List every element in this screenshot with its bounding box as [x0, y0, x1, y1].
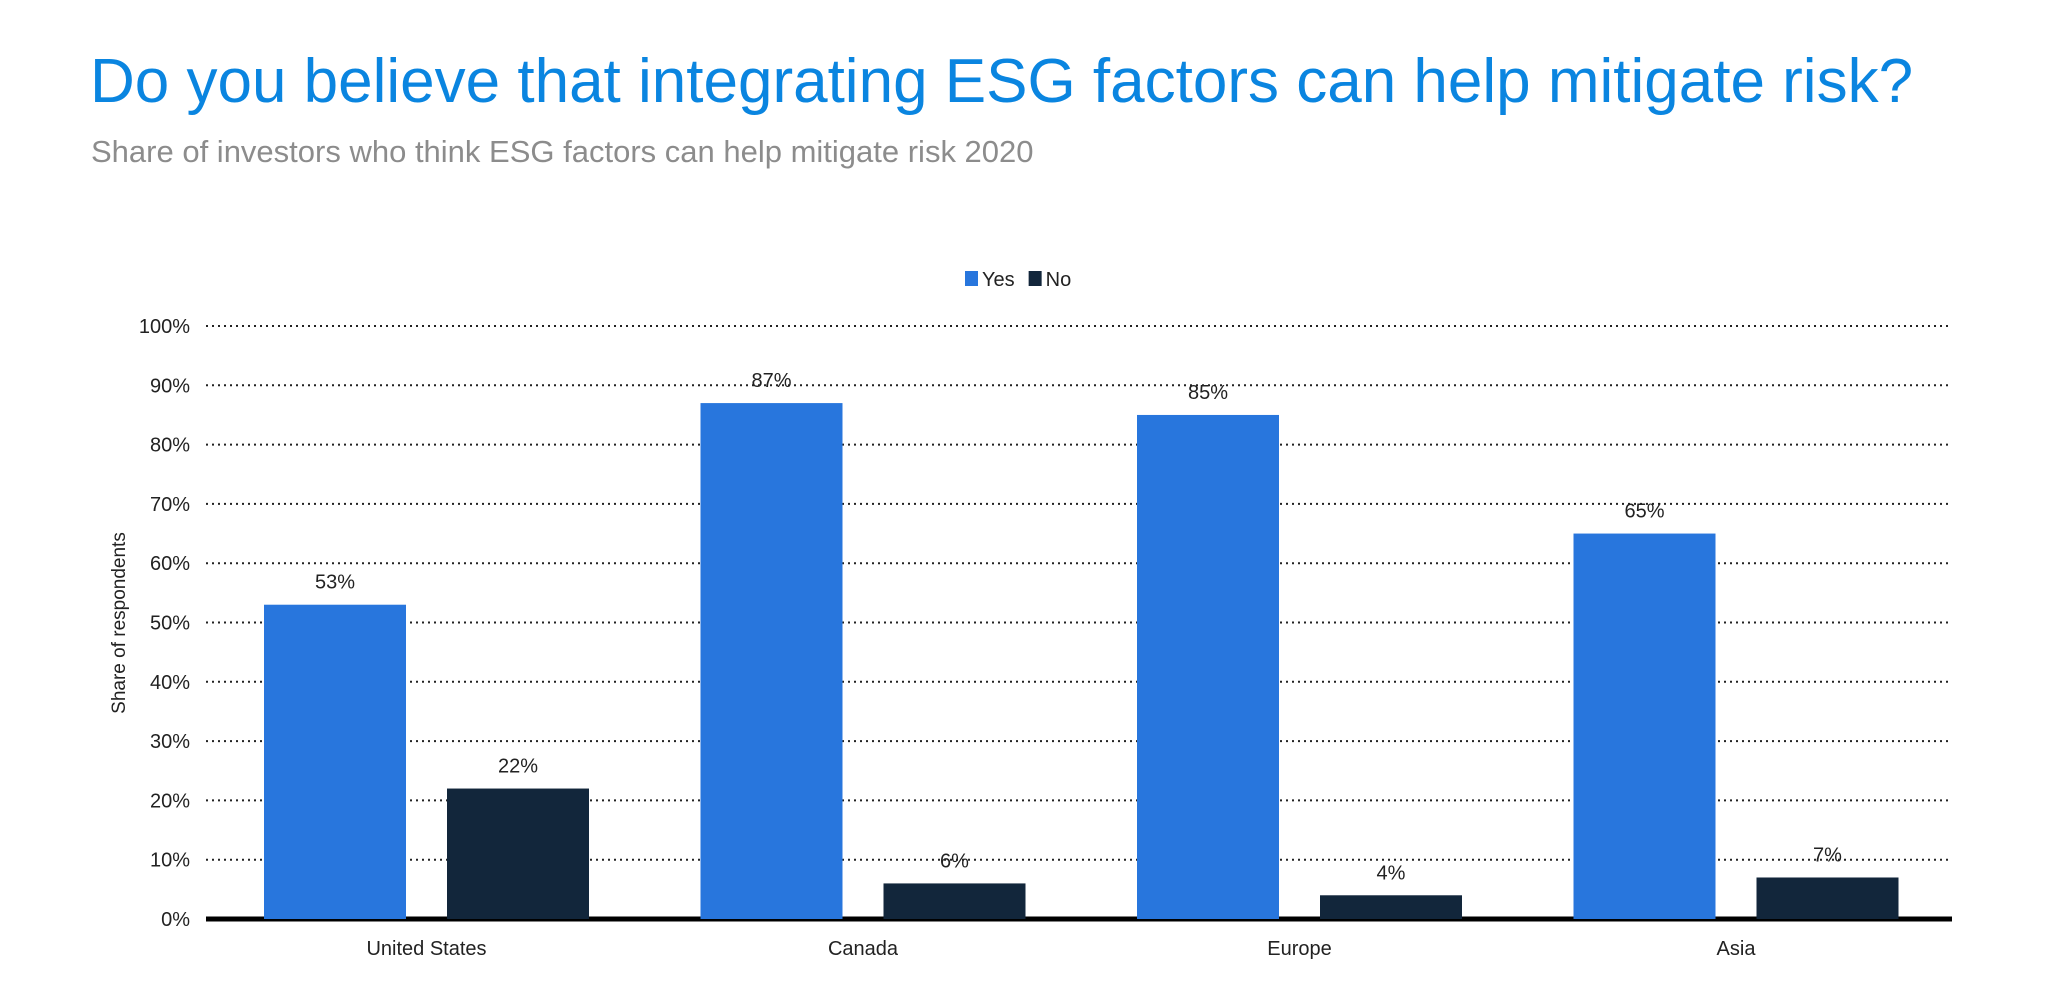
chart-title: Do you believe that integrating ESG fact… — [90, 47, 1914, 116]
bar-no — [883, 883, 1026, 919]
y-tick-label: 10% — [150, 850, 190, 872]
x-tick-label: Canada — [828, 938, 899, 960]
data-label: 65% — [1624, 501, 1664, 523]
bars — [264, 403, 1899, 920]
y-axis-label: Share of respondents — [109, 532, 130, 714]
legend: Yes No — [965, 269, 1071, 291]
bar-yes — [700, 403, 843, 920]
y-tick-label: 70% — [150, 494, 190, 516]
x-tick-label: Europe — [1267, 938, 1332, 960]
legend-swatch-no — [1028, 271, 1042, 286]
legend-label-yes: Yes — [982, 269, 1015, 291]
chart-subtitle: Share of investors who think ESG factors… — [91, 134, 1034, 169]
y-tick-label: 80% — [150, 435, 190, 457]
bar-no — [1756, 877, 1899, 919]
data-label: 85% — [1188, 382, 1228, 404]
legend-swatch-yes — [965, 271, 978, 286]
x-tick-label: Asia — [1717, 938, 1757, 960]
legend-label-no: No — [1046, 269, 1072, 291]
x-tick-labels: United States Canada Europe Asia — [366, 938, 1756, 960]
y-tick-label: 90% — [150, 375, 190, 397]
data-label: 87% — [751, 370, 791, 392]
data-label: 7% — [1813, 844, 1842, 866]
bar-yes — [1573, 533, 1716, 919]
bar-no — [1320, 895, 1462, 919]
data-label: 4% — [1377, 862, 1406, 884]
bar-yes — [1137, 414, 1279, 919]
data-label: 53% — [315, 572, 355, 594]
y-tick-labels: 0% 10% 20% 30% 40% 50% 60% 70% 80% 90% 100% — [139, 316, 190, 931]
x-tick-label: United States — [366, 938, 486, 960]
data-label: 6% — [940, 850, 969, 872]
y-tick-label: 30% — [150, 731, 190, 753]
y-tick-label: 100% — [139, 316, 190, 338]
data-labels: 53% 22% 87% 6% 85% 4% 65% 7% — [315, 370, 1842, 884]
y-tick-label: 50% — [150, 613, 190, 635]
data-label: 22% — [498, 756, 538, 778]
bar-yes — [264, 604, 406, 919]
y-tick-label: 40% — [150, 672, 190, 694]
bar-no — [447, 788, 589, 919]
y-tick-label: 60% — [150, 553, 190, 575]
y-tick-label: 20% — [150, 790, 190, 812]
y-tick-label: 0% — [161, 909, 190, 931]
